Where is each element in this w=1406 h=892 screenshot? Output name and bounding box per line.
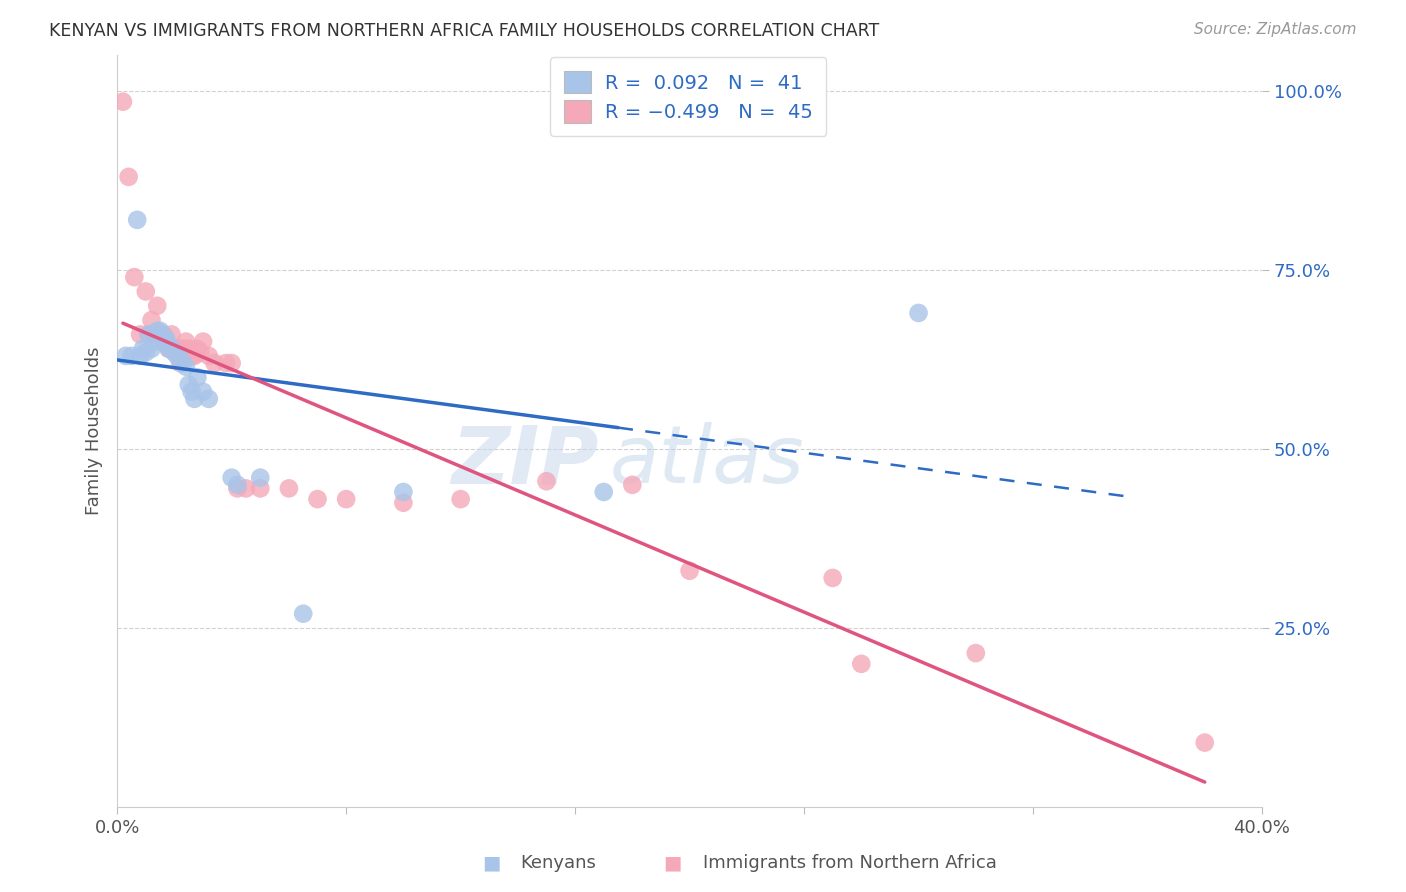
Point (851, 657, 873, 671)
Text: Source: ZipAtlas.com: Source: ZipAtlas.com (1194, 22, 1357, 37)
Point (146, 299, 169, 313)
Point (177, 377, 200, 392)
Point (157, 342, 180, 356)
Point (197, 392, 219, 406)
Point (129, 327, 152, 342)
Text: Kenyans: Kenyans (520, 855, 596, 872)
Point (143, 327, 166, 342)
Point (235, 482, 257, 496)
Point (143, 334, 166, 349)
Point (186, 370, 208, 384)
Point (226, 478, 249, 492)
Point (392, 496, 415, 510)
Point (160, 327, 183, 342)
Point (183, 349, 205, 363)
Point (821, 571, 844, 585)
Point (169, 352, 191, 367)
Point (172, 356, 194, 370)
Point (160, 342, 183, 356)
Point (111, 95, 134, 109)
Point (129, 349, 152, 363)
Point (226, 482, 249, 496)
Point (592, 485, 614, 500)
Point (163, 345, 186, 359)
Point (204, 356, 226, 370)
Point (172, 342, 194, 356)
Text: KENYAN VS IMMIGRANTS FROM NORTHERN AFRICA FAMILY HOUSEHOLDS CORRELATION CHART: KENYAN VS IMMIGRANTS FROM NORTHERN AFRIC… (49, 22, 880, 40)
Point (166, 349, 188, 363)
Point (249, 470, 271, 484)
Point (335, 492, 357, 507)
Point (135, 285, 157, 299)
Text: ZIP: ZIP (451, 422, 598, 500)
Point (177, 342, 200, 356)
Text: Immigrants from Northern Africa: Immigrants from Northern Africa (703, 855, 997, 872)
Point (114, 349, 136, 363)
Point (146, 327, 169, 342)
Point (160, 342, 183, 356)
Point (121, 349, 143, 363)
Point (292, 607, 315, 621)
Point (180, 384, 202, 399)
Point (678, 564, 700, 578)
Point (174, 334, 197, 349)
Point (215, 356, 238, 370)
Point (450, 492, 472, 507)
Point (180, 349, 202, 363)
Point (186, 342, 208, 356)
Point (157, 338, 180, 352)
Point (127, 212, 149, 227)
Point (166, 342, 188, 356)
Point (621, 478, 644, 492)
Point (138, 327, 160, 342)
Point (155, 334, 177, 349)
Point (141, 313, 163, 327)
Point (163, 345, 186, 359)
Point (1194, 736, 1216, 750)
Point (169, 356, 191, 370)
Point (157, 342, 180, 356)
Point (155, 334, 177, 349)
Point (249, 482, 271, 496)
Point (124, 270, 146, 285)
Point (197, 349, 219, 363)
Point (163, 342, 186, 356)
Point (188, 345, 211, 359)
Point (152, 331, 174, 345)
Text: ■: ■ (664, 854, 682, 872)
Text: ■: ■ (482, 854, 501, 872)
Point (152, 334, 174, 349)
Point (392, 485, 415, 500)
Point (152, 334, 174, 349)
Point (149, 327, 172, 342)
Point (277, 482, 299, 496)
Point (141, 342, 163, 356)
Point (146, 324, 169, 338)
Point (221, 356, 243, 370)
Point (221, 470, 243, 484)
Point (149, 327, 172, 342)
Point (307, 492, 329, 507)
Point (155, 331, 177, 345)
Point (138, 327, 160, 342)
Point (191, 384, 214, 399)
Point (132, 342, 155, 356)
Y-axis label: Family Households: Family Households (86, 347, 103, 516)
Point (536, 474, 558, 488)
Text: atlas: atlas (609, 422, 804, 500)
Point (191, 334, 214, 349)
Point (117, 169, 139, 184)
Point (149, 324, 172, 338)
Point (183, 392, 205, 406)
Point (143, 327, 166, 342)
Legend: R =  0.092   N =  41, R = −0.499   N =  45: R = 0.092 N = 41, R = −0.499 N = 45 (551, 57, 827, 136)
Point (174, 359, 197, 374)
Point (965, 646, 987, 660)
Point (135, 345, 157, 359)
Point (152, 327, 174, 342)
Point (907, 306, 929, 320)
